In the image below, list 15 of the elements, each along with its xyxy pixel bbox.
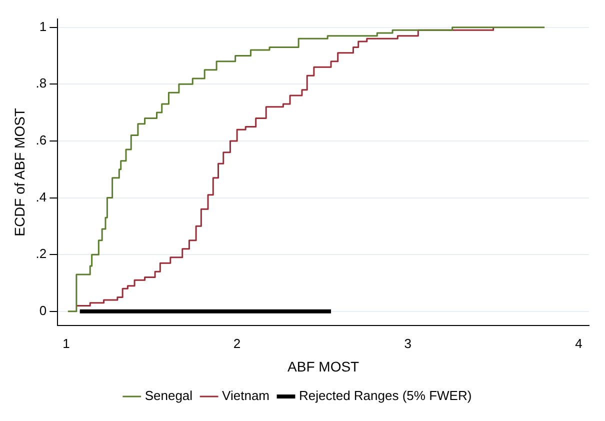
y-tick-label: .6: [36, 132, 47, 148]
legend-label: Senegal: [144, 388, 193, 404]
y-tick-label: 1: [39, 18, 47, 34]
y-tick-label: .2: [36, 246, 47, 262]
y-tick-label: .8: [36, 76, 47, 91]
legend-label: Vietnam: [222, 388, 270, 404]
x-tick-label: 3: [404, 336, 412, 351]
x-tick-label: 4: [575, 336, 582, 351]
x-axis-title: ABF MOST: [288, 358, 360, 374]
legend-label: Rejected Ranges (5% FWER): [299, 388, 472, 404]
x-tick-label: 1: [62, 336, 70, 351]
y-axis-title: ECDF of ABF MOST: [11, 108, 28, 236]
x-tick-label: 2: [233, 336, 241, 351]
y-tick-label: 0: [39, 302, 47, 318]
y-tick-label: .4: [36, 189, 47, 204]
